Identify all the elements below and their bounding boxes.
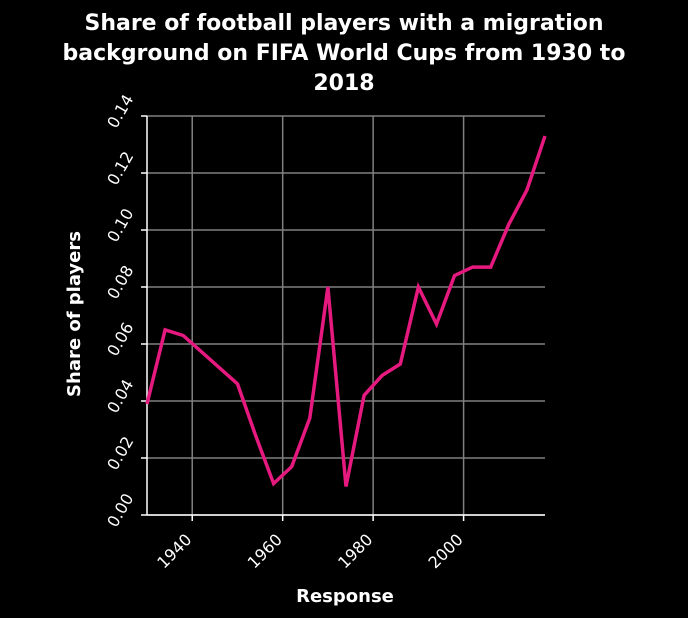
chart-title-line-3: 2018 [313, 71, 374, 96]
axes [141, 115, 545, 521]
x-tick-label: 1980 [334, 530, 376, 572]
y-tick-label: 0.08 [103, 262, 137, 302]
chart-title-line-2: background on FIFA World Cups from 1930 … [63, 41, 626, 66]
series [145, 135, 547, 487]
y-tick-label: 0.06 [103, 319, 137, 359]
tick-labels: 0.00 0.02 0.04 0.06 0.08 0.10 0.12 0.14 1940 1960… [103, 91, 467, 572]
chart-title: Share of football players with a migrati… [63, 11, 626, 96]
y-tick-label: 0.14 [103, 91, 137, 131]
chart-title-line-1: Share of football players with a migrati… [84, 11, 603, 36]
y-tick-label: 0.04 [103, 376, 137, 416]
y-axis-label: Share of players [64, 231, 85, 397]
series-line [145, 135, 547, 487]
x-tick-label: 1960 [244, 530, 286, 572]
y-tick-label: 0.00 [103, 490, 137, 530]
y-tick-label: 0.12 [103, 148, 137, 188]
x-tick-label: 2000 [425, 530, 467, 572]
y-tick-label: 0.10 [103, 205, 137, 245]
x-tick-label: 1940 [153, 530, 195, 572]
y-tick-label: 0.02 [103, 433, 137, 473]
grid [147, 115, 545, 516]
x-axis-label: Response [296, 586, 394, 607]
